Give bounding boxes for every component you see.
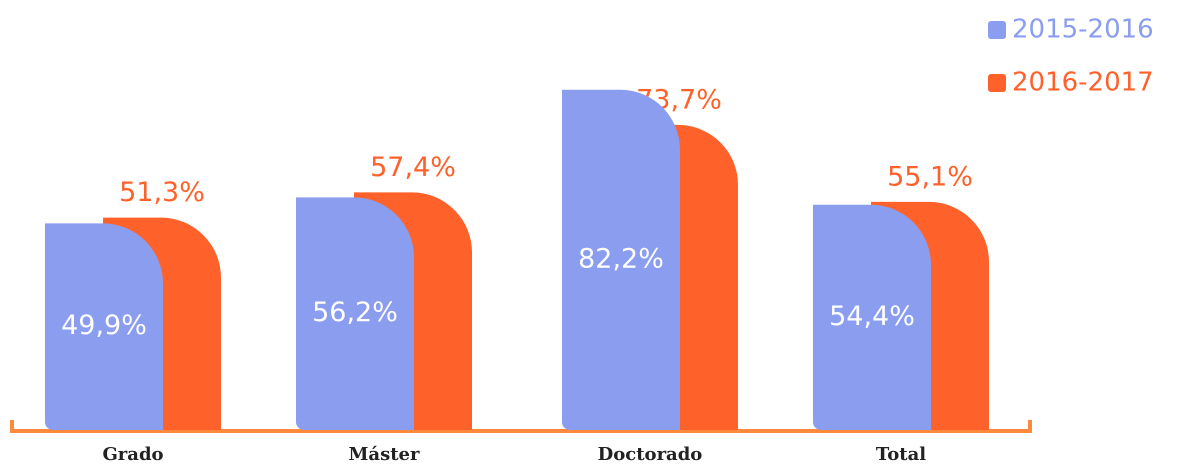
x-axis (10, 420, 1032, 433)
value-label: 49,9% (61, 310, 147, 341)
x-tick-label: Total (876, 444, 926, 465)
value-label: 55,1% (887, 161, 973, 192)
x-tick-label: Máster (349, 444, 420, 465)
value-label: 82,2% (578, 243, 664, 274)
bar (45, 223, 163, 430)
legend-swatch (988, 74, 1006, 92)
x-tick-label: Doctorado (598, 444, 703, 465)
value-label: 57,4% (370, 152, 456, 183)
value-label: 54,4% (829, 301, 915, 332)
bar (562, 89, 680, 430)
legend-label: 2016-2017 (1012, 68, 1154, 98)
value-label: 56,2% (312, 297, 398, 328)
legend-label: 2015-2016 (1012, 15, 1154, 45)
x-tick-label: Grado (102, 444, 163, 465)
value-label: 51,3% (119, 177, 205, 208)
legend-swatch (988, 21, 1006, 39)
bar (813, 204, 931, 430)
bar (296, 197, 414, 430)
